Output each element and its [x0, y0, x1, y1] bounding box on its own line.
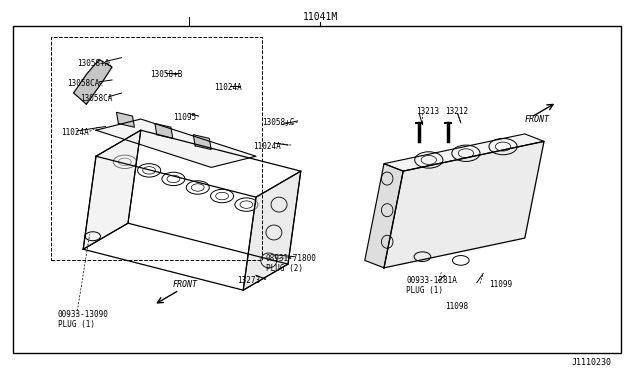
Text: 13058+A: 13058+A [77, 59, 109, 68]
Polygon shape [193, 135, 211, 150]
Text: 13058+B: 13058+B [150, 70, 183, 79]
Polygon shape [365, 164, 403, 268]
Text: 11024A: 11024A [214, 83, 242, 92]
Text: J1110230: J1110230 [571, 358, 611, 367]
Bar [13, 26, 621, 353]
Text: 08931-71800: 08931-71800 [266, 254, 316, 263]
Text: 11041M: 11041M [302, 12, 338, 22]
Polygon shape [96, 119, 256, 167]
Text: FRONT: FRONT [173, 280, 198, 289]
Polygon shape [155, 124, 173, 138]
Text: 13058CA: 13058CA [67, 79, 100, 88]
Text: 13212: 13212 [445, 107, 468, 116]
Polygon shape [83, 130, 141, 249]
Polygon shape [243, 171, 301, 290]
Polygon shape [384, 141, 544, 268]
Text: 11024A: 11024A [61, 128, 88, 137]
Polygon shape [74, 60, 112, 104]
Text: 11024A: 11024A [253, 142, 280, 151]
Text: FRONT: FRONT [525, 115, 550, 124]
Text: 00933-13090: 00933-13090 [58, 310, 108, 319]
Text: 13273: 13273 [237, 276, 260, 285]
Text: PLUG (2): PLUG (2) [266, 264, 303, 273]
Text: 13058+C: 13058+C [262, 118, 295, 127]
Text: 11099: 11099 [490, 280, 513, 289]
Text: 00933-1281A: 00933-1281A [406, 276, 457, 285]
Text: PLUG (1): PLUG (1) [58, 320, 95, 329]
Polygon shape [384, 134, 544, 171]
Polygon shape [116, 112, 134, 127]
Text: PLUG (1): PLUG (1) [406, 286, 444, 295]
Text: 13058CA: 13058CA [80, 94, 113, 103]
Text: 11095: 11095 [173, 113, 196, 122]
Text: 11098: 11098 [445, 302, 468, 311]
Bar [51, 37, 262, 260]
Text: 13213: 13213 [416, 107, 439, 116]
